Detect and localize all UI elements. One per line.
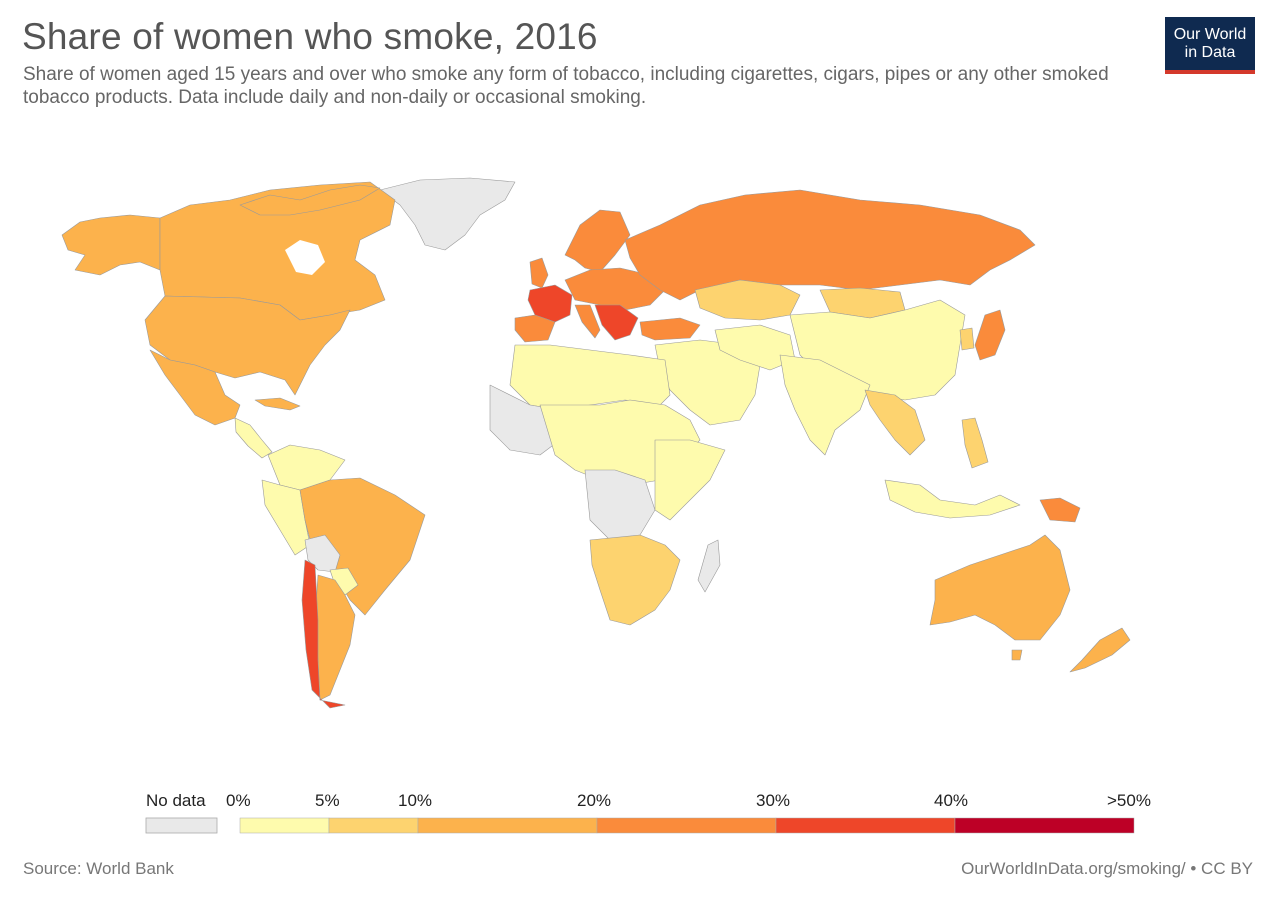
region-alaska[interactable] xyxy=(61,214,161,276)
legend-bin-10-20 xyxy=(417,817,598,834)
region-philippines[interactable] xyxy=(961,417,989,469)
world-map[interactable] xyxy=(0,0,1280,760)
region-east-africa[interactable] xyxy=(654,439,726,521)
legend-tick-5: 5% xyxy=(315,791,340,810)
region-greenland[interactable] xyxy=(379,177,516,251)
legend-bin-40-50 xyxy=(954,817,1135,834)
region-russia[interactable] xyxy=(624,189,1036,301)
region-central-america[interactable] xyxy=(234,417,273,459)
chart-title: Share of women who smoke, 2016 xyxy=(22,16,598,57)
region-mexico[interactable] xyxy=(149,349,241,426)
region-west-africa[interactable] xyxy=(489,384,561,456)
legend-tick-30: 30% xyxy=(756,791,791,810)
region-australia[interactable] xyxy=(929,534,1071,641)
region-turkey[interactable] xyxy=(639,317,701,341)
legend-bin-0-5 xyxy=(239,817,330,834)
region-scandinavia[interactable] xyxy=(564,209,631,273)
region-papua-new-guinea[interactable] xyxy=(1039,497,1081,523)
legend-tick-10: 10% xyxy=(398,791,433,810)
legend-no-data-swatch xyxy=(145,817,218,834)
region-spain[interactable] xyxy=(514,314,556,343)
region-se-asia[interactable] xyxy=(864,389,926,456)
legend-tick-40: 40% xyxy=(934,791,969,810)
legend-bin-5-10 xyxy=(328,817,419,834)
legend-no-data-label: No data xyxy=(146,791,206,810)
legend-tick-50: >50% xyxy=(1107,791,1151,810)
chart-subtitle: Share of women aged 15 years and over wh… xyxy=(23,64,1109,108)
region-drc[interactable] xyxy=(584,469,656,541)
region-central-europe[interactable] xyxy=(564,267,666,311)
region-new-zealand[interactable] xyxy=(1069,627,1131,673)
logo-accent-bar xyxy=(1165,70,1255,74)
legend-bin-20-30 xyxy=(596,817,777,834)
owid-link[interactable]: OurWorldInData.org/smoking/ • CC BY xyxy=(961,859,1253,878)
logo-line-2: in Data xyxy=(1184,44,1236,61)
region-chile[interactable] xyxy=(301,559,346,709)
region-balkans[interactable] xyxy=(594,304,639,341)
region-southern-africa[interactable] xyxy=(589,534,681,626)
region-madagascar[interactable] xyxy=(697,539,721,593)
region-caribbean[interactable] xyxy=(254,397,301,411)
region-india[interactable] xyxy=(779,354,871,456)
region-italy[interactable] xyxy=(574,304,601,339)
legend-tick-20: 20% xyxy=(577,791,612,810)
legend-bin-30-40 xyxy=(775,817,956,834)
region-uk[interactable] xyxy=(529,257,549,289)
region-japan[interactable] xyxy=(974,309,1006,361)
logo-line-1: Our World xyxy=(1173,26,1247,43)
hudson-bay xyxy=(285,240,325,275)
owid-logo[interactable]: Our World in Data xyxy=(1165,17,1255,74)
region-indonesia[interactable] xyxy=(884,479,1021,519)
region-tasmania[interactable] xyxy=(1011,649,1023,661)
region-canada-islands[interactable] xyxy=(239,184,381,216)
source-note: Source: World Bank xyxy=(23,859,174,878)
region-france[interactable] xyxy=(527,284,573,323)
legend-tick-0: 0% xyxy=(226,791,251,810)
region-korea[interactable] xyxy=(959,327,975,351)
